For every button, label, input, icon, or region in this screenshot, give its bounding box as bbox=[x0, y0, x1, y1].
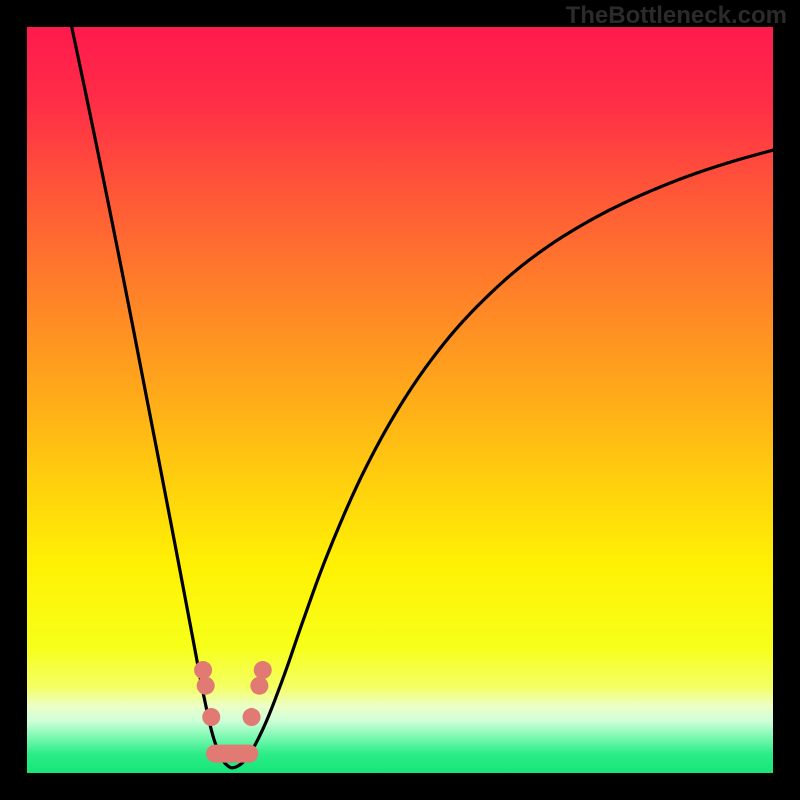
plot-area bbox=[27, 27, 773, 773]
marker-dot bbox=[254, 661, 272, 679]
marker-dot bbox=[243, 708, 261, 726]
plot-svg bbox=[27, 27, 773, 773]
watermark-label: TheBottleneck.com bbox=[566, 2, 787, 30]
marker-dot bbox=[202, 708, 220, 726]
marker-dot bbox=[250, 677, 268, 695]
marker-dot bbox=[197, 677, 215, 695]
marker-capsule bbox=[206, 745, 258, 763]
marker-dot bbox=[194, 661, 212, 679]
gradient-background bbox=[27, 27, 773, 773]
